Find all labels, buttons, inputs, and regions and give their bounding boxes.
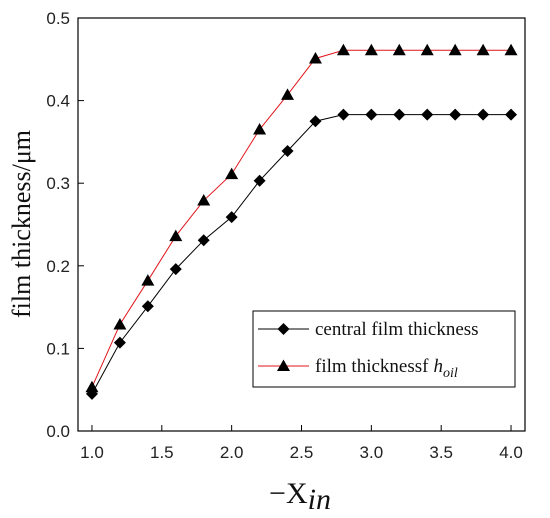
x-tick-label: 3.0	[360, 443, 384, 462]
legend: central film thickness film thicknessf ho…	[252, 310, 516, 388]
legend-marker-oil	[277, 359, 290, 371]
legend-label-oil-text: film thicknessf	[315, 356, 429, 377]
y-tick-label: 0.5	[46, 9, 70, 28]
data-point-series-1	[504, 43, 518, 56]
data-point-series-0	[393, 108, 406, 121]
data-point-series-1	[308, 51, 322, 64]
y-tick-label: 0.2	[46, 257, 70, 276]
data-point-series-0	[337, 108, 350, 121]
x-axis: 1.0 1.5 2.0 2.5 3.0 3.5 4.0	[80, 425, 523, 462]
legend-label-oil-subscript: oil	[443, 366, 458, 381]
y-tick-label: 0.1	[46, 339, 70, 358]
data-point-series-0	[365, 108, 378, 121]
data-point-series-1	[113, 317, 127, 330]
series-line-1	[91, 49, 512, 388]
y-tick-label: 0.4	[46, 92, 70, 111]
data-point-series-1	[225, 167, 239, 180]
x-tick-label: 2.0	[220, 443, 244, 462]
y-tick-label: 0.0	[46, 422, 70, 441]
x-tick-label: 3.5	[429, 443, 453, 462]
data-point-series-1	[197, 194, 211, 206]
series-line-0	[91, 114, 512, 395]
legend-label-central: central film thickness	[315, 319, 479, 340]
legend-label-oil: film thicknessf hoil	[315, 356, 458, 381]
data-point-series-0	[113, 336, 126, 349]
data-point-series-1	[141, 274, 155, 286]
data-point-series-0	[169, 263, 182, 276]
x-tick-label: 1.5	[150, 443, 174, 462]
data-point-series-0	[477, 108, 490, 121]
legend-box	[252, 310, 516, 388]
legend-label-oil-h: h	[433, 356, 443, 377]
x-axis-title-subscript: in	[308, 483, 331, 516]
data-point-series-1	[364, 43, 378, 56]
y-tick-label: 0.3	[46, 174, 70, 193]
data-point-series-0	[505, 108, 518, 121]
data-point-series-1	[253, 123, 267, 135]
data-point-series-0	[225, 211, 238, 224]
x-axis-title-main: −X	[269, 477, 308, 510]
data-point-series-1	[85, 380, 99, 393]
data-point-series-0	[281, 144, 294, 157]
data-point-series-0	[197, 234, 210, 247]
legend-marker-central	[277, 323, 290, 335]
x-tick-label: 1.0	[80, 443, 104, 462]
data-point-series-0	[309, 115, 322, 128]
x-tick-label: 4.0	[499, 443, 523, 462]
data-point-series-1	[448, 43, 462, 56]
data-point-series-1	[392, 43, 406, 56]
x-tick-label: 2.5	[290, 443, 314, 462]
data-point-series-0	[141, 300, 154, 313]
data-point-series-1	[476, 43, 490, 56]
data-point-series-1	[336, 43, 350, 56]
x-axis-title: −Xin	[269, 477, 331, 516]
y-axis: 0.0 0.1 0.2 0.3 0.4 0.5	[46, 9, 84, 441]
data-point-series-0	[449, 108, 462, 121]
data-point-series-0	[421, 108, 434, 121]
data-point-series-0	[253, 174, 266, 187]
series-layer	[85, 43, 518, 400]
data-point-series-1	[169, 229, 183, 242]
data-point-series-1	[420, 43, 434, 56]
data-point-series-1	[281, 88, 295, 100]
y-axis-title: film thickness/μm	[7, 130, 36, 318]
